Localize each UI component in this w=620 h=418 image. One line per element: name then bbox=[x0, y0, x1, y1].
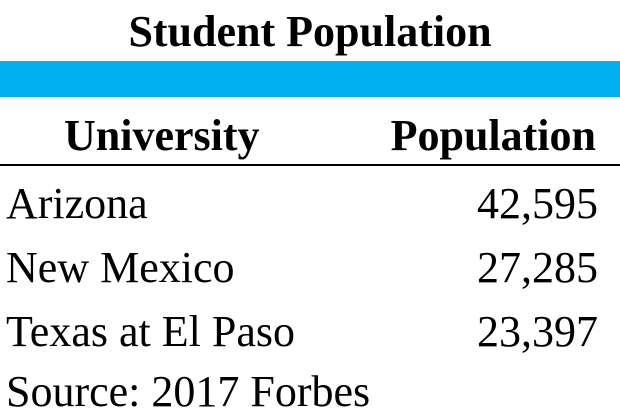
table-title: Student Population bbox=[128, 7, 492, 56]
table-row: Arizona 42,595 bbox=[0, 176, 620, 240]
column-header-university: University bbox=[64, 111, 260, 160]
table-row: New Mexico 27,285 bbox=[0, 240, 620, 304]
university-cell: Texas at El Paso bbox=[6, 307, 295, 356]
column-header-population: Population bbox=[390, 111, 596, 160]
population-cell: 23,397 bbox=[477, 307, 598, 356]
university-cell: New Mexico bbox=[6, 243, 235, 292]
table-header: University Population bbox=[0, 110, 620, 166]
population-cell: 27,285 bbox=[477, 243, 598, 292]
population-cell: 42,595 bbox=[477, 179, 598, 228]
source-note: Source: 2017 Forbes bbox=[6, 367, 371, 416]
table-row: Texas at El Paso 23,397 bbox=[0, 304, 620, 368]
university-cell: Arizona bbox=[6, 179, 148, 228]
table-body: Arizona 42,595 New Mexico 27,285 Texas a… bbox=[0, 176, 620, 368]
title-accent-band bbox=[0, 61, 620, 97]
